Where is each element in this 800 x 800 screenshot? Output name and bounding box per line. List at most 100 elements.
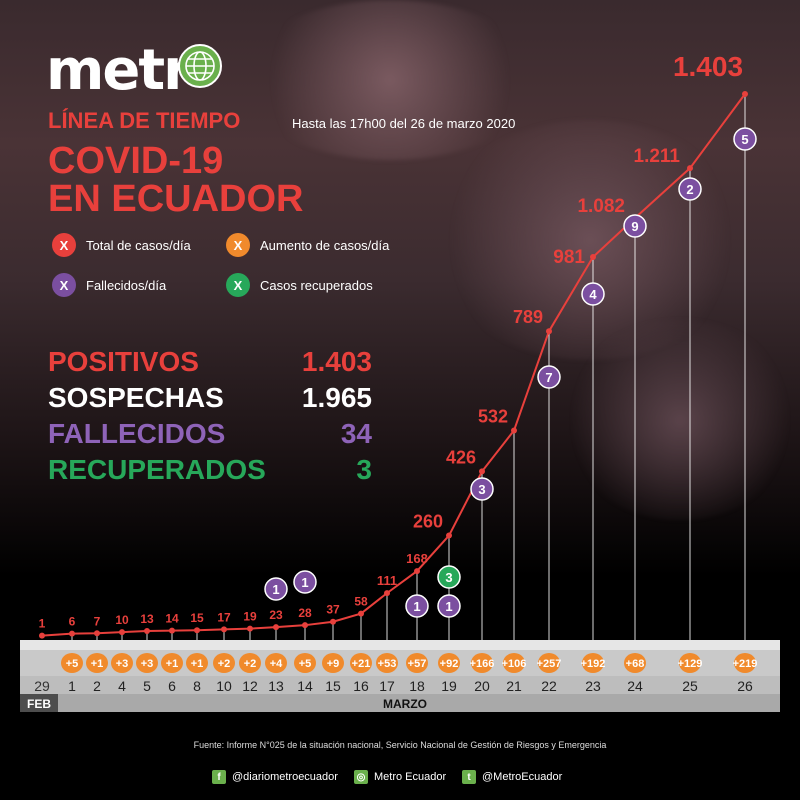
total-point — [590, 254, 596, 261]
day-label: 15 — [325, 678, 341, 694]
total-label: 111 — [377, 573, 397, 588]
increase-marker — [61, 653, 83, 673]
total-label: 7 — [94, 614, 101, 628]
total-label: 58 — [354, 595, 368, 609]
stat-value: 1.403 — [301, 346, 372, 377]
total-label: 13 — [140, 612, 154, 626]
day-label: 17 — [379, 678, 395, 694]
day-band — [20, 676, 780, 694]
month-label-march: MARZO — [383, 697, 427, 711]
total-cases-line — [41, 93, 746, 637]
total-point — [414, 568, 420, 575]
increase-marker — [679, 653, 701, 673]
legend-label: Casos recuperados — [260, 277, 373, 293]
day-label: 10 — [216, 678, 232, 694]
day-label: 6 — [168, 678, 176, 694]
total-label: 28 — [298, 606, 312, 620]
legend-label: Total de casos/día — [86, 237, 191, 253]
increase-marker — [86, 653, 108, 673]
social-label: @MetroEcuador — [482, 771, 563, 783]
legend-increase: X Aumento de casos/día — [226, 233, 389, 257]
increase-marker — [111, 653, 133, 673]
increase-marker — [265, 653, 287, 673]
total-label: 19 — [243, 610, 257, 624]
increase-label: +1 — [91, 658, 104, 670]
total-point — [479, 468, 485, 475]
total-label: 37 — [326, 603, 340, 617]
day-label: 1 — [68, 678, 76, 694]
day-label: 22 — [541, 678, 557, 694]
increase-label: +21 — [352, 658, 371, 670]
month-label-feb: FEB — [27, 697, 51, 711]
total-label: 168 — [406, 551, 428, 566]
increase-marker — [239, 653, 261, 673]
death-marker — [264, 577, 288, 601]
total-point — [94, 630, 100, 637]
increase-label: +106 — [502, 658, 527, 670]
total-label: 1.082 — [577, 196, 625, 217]
recovered-legend-icon: X — [226, 273, 250, 297]
total-point — [144, 627, 150, 634]
increase-label: +5 — [66, 658, 79, 670]
death-label: 2 — [686, 182, 693, 197]
total-label: 23 — [269, 608, 283, 622]
legend-recovered: X Casos recuperados — [226, 273, 373, 297]
increase-marker — [186, 653, 208, 673]
increase-marker — [471, 653, 493, 673]
social-instagram[interactable]: ◎ Metro Ecuador — [354, 770, 446, 784]
increase-label: +1 — [166, 658, 179, 670]
increase-marker — [406, 653, 428, 673]
virus-background-blob — [240, 0, 540, 160]
total-point — [546, 328, 552, 335]
day-label: 14 — [297, 678, 313, 694]
day-label: 20 — [474, 678, 490, 694]
increase-label: +4 — [270, 658, 283, 670]
social-twitter[interactable]: t @MetroEcuador — [462, 770, 562, 784]
feb-band — [20, 694, 58, 712]
total-point — [358, 610, 364, 617]
day-label: 13 — [268, 678, 284, 694]
total-label: 14 — [165, 612, 179, 626]
stat-recovered: RECUPERADOS 3 — [48, 456, 372, 484]
day-label: 25 — [682, 678, 698, 694]
day-label: 24 — [627, 678, 643, 694]
total-label: 1 — [39, 617, 46, 631]
total-point — [742, 91, 748, 97]
page-title-line2: EN ECUADOR — [48, 178, 304, 220]
increase-label: +219 — [733, 658, 758, 670]
virus-background-blob — [560, 320, 800, 520]
day-label: 4 — [118, 678, 126, 694]
recovered-label: 3 — [445, 570, 452, 585]
total-point — [511, 427, 517, 434]
death-marker — [437, 594, 461, 618]
stat-value: 1.965 — [301, 382, 372, 413]
increase-label: +5 — [299, 658, 312, 670]
death-label: 4 — [589, 287, 597, 302]
death-label: 7 — [545, 370, 552, 385]
march-band — [58, 694, 780, 712]
stat-suspected: SOSPECHAS 1.965 — [48, 384, 372, 412]
facebook-icon: f — [212, 770, 226, 784]
metro-logo: metr — [46, 38, 191, 103]
death-marker — [537, 365, 561, 389]
recovered-marker — [437, 565, 461, 589]
death-marker — [581, 282, 605, 306]
total-legend-icon: X — [52, 233, 76, 257]
increase-marker — [438, 653, 460, 673]
day-label: 29 — [34, 678, 50, 694]
death-marker — [470, 477, 494, 501]
death-label: 1 — [301, 575, 308, 590]
social-facebook[interactable]: f @diariometroecuador — [212, 770, 338, 784]
social-label: Metro Ecuador — [374, 771, 447, 783]
deaths-legend-icon: X — [52, 273, 76, 297]
death-marker — [623, 214, 647, 238]
increase-marker — [582, 653, 604, 673]
total-point — [221, 626, 227, 633]
total-point — [247, 625, 253, 632]
total-point — [194, 627, 200, 634]
increase-label: +92 — [440, 658, 459, 670]
globe-icon — [178, 44, 222, 88]
day-label: 12 — [242, 678, 258, 694]
increase-label: +2 — [218, 658, 231, 670]
